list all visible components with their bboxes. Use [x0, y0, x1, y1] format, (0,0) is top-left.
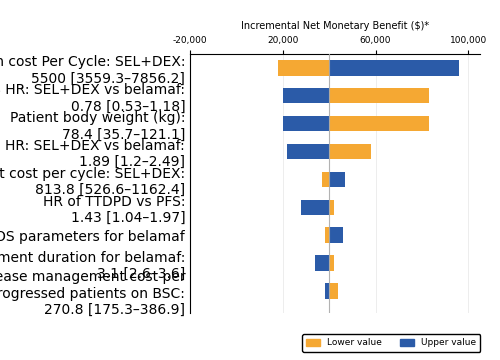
Bar	[329, 283, 338, 298]
X-axis label: Incremental Net Monetary Benefit ($)*: Incremental Net Monetary Benefit ($)*	[241, 21, 429, 31]
Bar	[324, 228, 329, 243]
Bar	[278, 60, 329, 76]
Bar	[288, 144, 329, 159]
Bar	[329, 172, 345, 187]
Bar	[329, 116, 429, 131]
Bar	[316, 255, 329, 271]
Bar	[283, 88, 329, 103]
Bar	[283, 116, 329, 131]
Bar	[302, 200, 329, 215]
Bar	[329, 255, 334, 271]
Bar	[329, 200, 334, 215]
Bar	[329, 60, 459, 76]
Legend: Lower value, Upper value: Lower value, Upper value	[302, 334, 480, 352]
Bar	[324, 283, 329, 298]
Bar	[322, 172, 329, 187]
Bar	[329, 228, 343, 243]
Bar	[329, 144, 371, 159]
Bar	[329, 88, 429, 103]
